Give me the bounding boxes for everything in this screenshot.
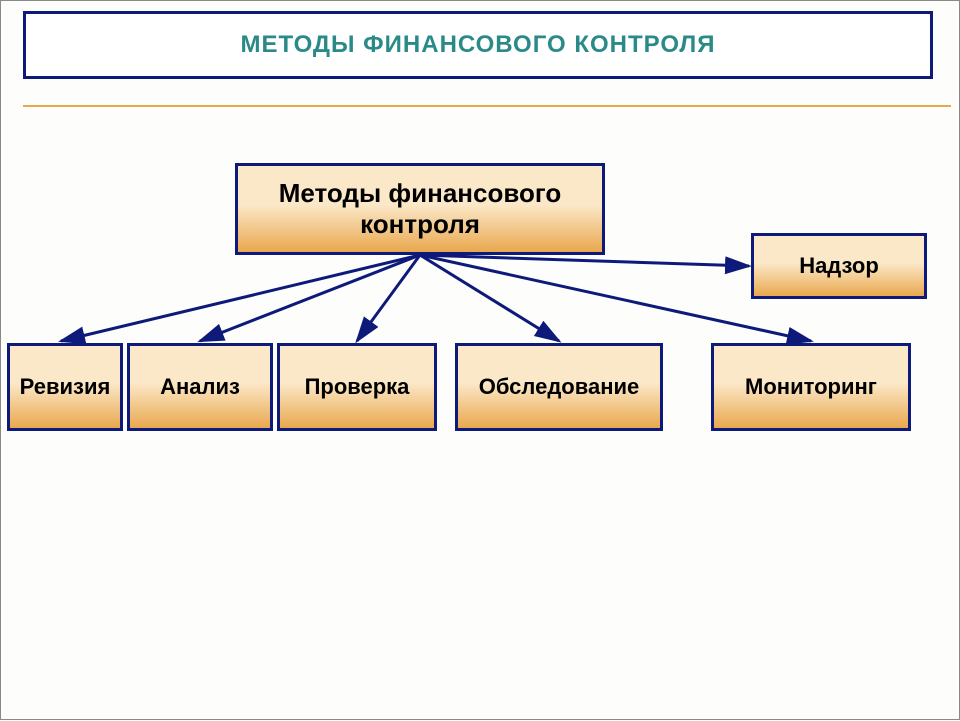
page-title-banner: МЕТОДЫ ФИНАНСОВОГО КОНТРОЛЯ [23, 11, 933, 79]
title-divider [23, 105, 951, 107]
child-node-label: Обследование [479, 374, 640, 400]
child-node-check: Проверка [277, 343, 437, 431]
supervision-node: Надзор [751, 233, 927, 299]
page-title-text: МЕТОДЫ ФИНАНСОВОГО КОНТРОЛЯ [241, 31, 716, 59]
child-node-monitor: Мониторинг [711, 343, 911, 431]
child-node-label: Анализ [160, 374, 240, 400]
child-node-label: Мониторинг [745, 374, 877, 400]
child-node-revision: Ревизия [7, 343, 123, 431]
child-node-label: Ревизия [20, 374, 111, 400]
child-node-survey: Обследование [455, 343, 663, 431]
supervision-node-label: Надзор [799, 253, 879, 279]
child-node-analysis: Анализ [127, 343, 273, 431]
child-node-label: Проверка [305, 374, 410, 400]
root-node-label: Методы финансового контроля [279, 178, 561, 240]
root-node: Методы финансового контроля [235, 163, 605, 255]
